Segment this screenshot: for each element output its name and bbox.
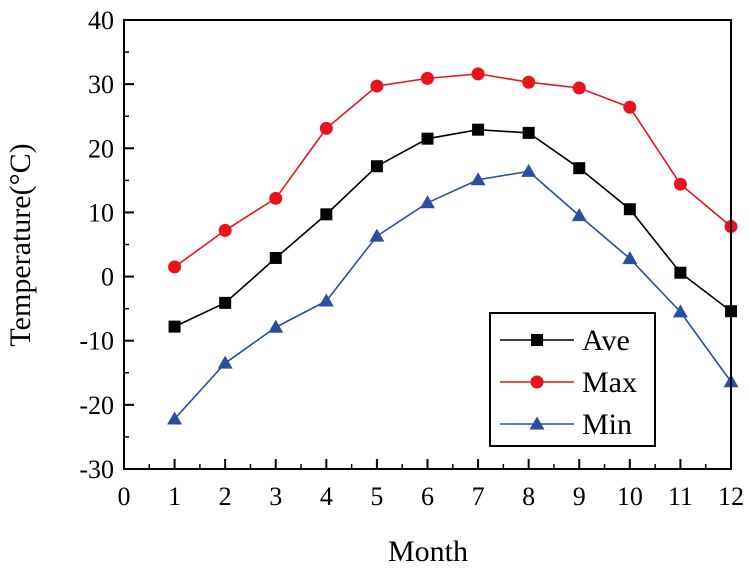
point-ave-2 (219, 296, 232, 309)
x-tick-label-12: 12 (718, 482, 744, 511)
y-tick-label-10: 10 (88, 198, 114, 227)
point-max-7 (471, 67, 485, 81)
x-tick-label-3: 3 (269, 482, 282, 511)
point-min-3 (268, 319, 284, 333)
x-tick-label-1: 1 (168, 482, 181, 511)
y-axis-label: Temperature(°C) (4, 143, 37, 346)
point-min-6 (420, 195, 435, 209)
series-max (168, 67, 738, 274)
point-min-9 (571, 208, 587, 222)
x-tick-label-10: 10 (617, 482, 643, 511)
x-tick-label-6: 6 (421, 482, 434, 511)
y-tick-label-40: 40 (88, 6, 114, 35)
point-ave-1 (168, 320, 181, 333)
point-ave-9 (573, 162, 586, 175)
series-min (167, 163, 739, 425)
point-max-1 (168, 260, 182, 274)
point-min-2 (217, 355, 233, 369)
series-line-ave (174, 128, 732, 328)
point-ave-7 (472, 123, 485, 136)
x-tick-label-11: 11 (668, 482, 693, 511)
point-max-2 (218, 223, 232, 237)
point-max-3 (269, 191, 283, 205)
legend-label-ave: Ave (582, 324, 630, 357)
data-series (167, 67, 739, 425)
series-line-min (173, 170, 732, 420)
y-tick-label-30: 30 (88, 70, 114, 99)
point-ave-6 (421, 132, 434, 145)
point-min-5 (369, 228, 385, 242)
legend-entry-min: Min (500, 408, 632, 441)
point-ave-4 (320, 208, 333, 221)
x-tick-label-8: 8 (522, 482, 535, 511)
legend-marker-ave (531, 334, 543, 346)
x-tick-label-2: 2 (219, 482, 232, 511)
legend-marker-min (529, 416, 545, 430)
y-tick-label-20: 20 (88, 134, 114, 163)
point-max-8 (522, 75, 536, 89)
x-tick-label-9: 9 (573, 482, 586, 511)
plot-frame (123, 19, 732, 470)
legend-marker-max (530, 375, 544, 389)
legend: Ave Max Min (489, 312, 656, 447)
point-min-4 (318, 293, 334, 307)
x-axis-label: Month (388, 535, 468, 568)
point-min-7 (470, 172, 486, 186)
y-tick-label--20: -20 (79, 391, 114, 420)
series-line-max (174, 73, 732, 268)
x-tick-label-7: 7 (472, 482, 485, 511)
point-min-10 (622, 251, 638, 265)
point-max-11 (673, 177, 687, 191)
point-max-5 (370, 79, 384, 93)
point-max-9 (572, 81, 586, 95)
point-ave-11 (674, 266, 687, 279)
point-ave-3 (269, 251, 282, 264)
point-max-10 (623, 100, 637, 114)
legend-label-min: Min (582, 408, 632, 441)
y-tick-label-0: 0 (101, 263, 114, 292)
y-tick-label--30: -30 (79, 455, 114, 484)
point-ave-5 (370, 160, 383, 173)
legend-label-max: Max (582, 366, 637, 399)
point-ave-10 (623, 203, 636, 216)
series-ave (168, 123, 737, 333)
legend-entry-ave: Ave (500, 324, 630, 357)
legend-entry-max: Max (500, 366, 637, 399)
x-tick-label-0: 0 (118, 482, 131, 511)
point-min-8 (521, 163, 537, 177)
x-tick-label-4: 4 (320, 482, 333, 511)
point-min-1 (167, 411, 183, 425)
y-tick-label--10: -10 (79, 327, 114, 356)
point-max-6 (421, 71, 434, 85)
point-ave-8 (522, 126, 535, 139)
point-max-4 (319, 121, 333, 135)
point-min-11 (672, 304, 688, 318)
x-tick-label-5: 5 (370, 482, 383, 511)
